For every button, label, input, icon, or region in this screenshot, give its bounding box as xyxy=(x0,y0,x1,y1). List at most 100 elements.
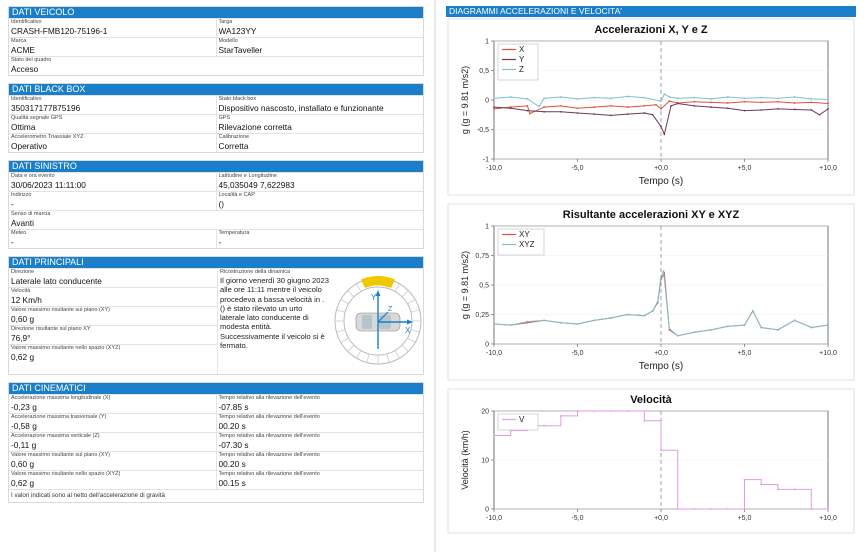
y-arrow-head-icon xyxy=(375,290,381,296)
data-point xyxy=(660,107,662,110)
ring-tick xyxy=(356,283,362,292)
chart-accelerations-xyz: Accelerazioni X, Y e Z 1 0,5 0 -0,5 -1-10,0 -5… xyxy=(447,18,855,196)
data-point xyxy=(593,96,596,99)
x-tick-label: +5,0 xyxy=(738,515,752,522)
data-point xyxy=(509,96,512,98)
data-point xyxy=(593,106,596,108)
data-point xyxy=(663,133,666,136)
field-value: Operativo xyxy=(11,141,47,151)
section-kinematics: DATI CINEMATICI Accelerazione massima lo… xyxy=(8,382,424,503)
field-value: - xyxy=(11,237,14,247)
y-tick-label: -1 xyxy=(483,157,489,164)
ring-tick xyxy=(394,283,400,292)
field-label: Tempo relativo alla rilevazione dell'eve… xyxy=(218,452,320,458)
ring-tick xyxy=(336,329,346,333)
data-point xyxy=(593,410,596,412)
data-point xyxy=(726,102,729,104)
section-main-data: DATI PRINCIPALI Direzione Laterale lato c… xyxy=(8,256,424,375)
field-label: Velocità xyxy=(11,288,31,294)
field-label: Targa xyxy=(218,19,233,25)
ring-tick xyxy=(410,329,420,333)
data-point xyxy=(529,112,531,115)
data-point xyxy=(827,107,829,110)
data-point xyxy=(660,449,662,452)
x-axis-label: Tempo (s) xyxy=(639,176,683,187)
field-value: Ottima xyxy=(11,122,36,132)
y-tick-label: 1 xyxy=(485,224,489,231)
field-value: 350317177875196 xyxy=(11,103,81,113)
impact-diagram-svg: Y X Z xyxy=(334,275,422,365)
data-point xyxy=(726,107,729,110)
ring-tick xyxy=(366,353,370,363)
table-row: Stato del quadro Acceso xyxy=(9,56,423,75)
legend-label: XYZ xyxy=(519,240,535,249)
charts-title: DIAGRAMMI ACCELERAZIONI E VELOCITA' xyxy=(446,6,856,17)
field-label: Valore massimo risultante sul piano (XY) xyxy=(11,307,110,313)
data-point xyxy=(660,100,662,103)
x-axis-label: Tempo (s) xyxy=(639,361,683,372)
chart-resultant-xy-xyz: Risultante accelerazioni XY e XYZ 1 0,75 0,… xyxy=(447,203,855,381)
y-tick-label: 1 xyxy=(485,39,489,46)
impact-sector xyxy=(361,275,395,288)
field-label: Accelerometro Triassiale XYZ xyxy=(11,134,84,140)
data-point xyxy=(643,314,646,317)
data-point xyxy=(793,102,796,104)
x-tick-label: -5,0 xyxy=(571,515,583,522)
field-label: Valore massimo risultante nello spazio (… xyxy=(11,345,121,351)
data-point xyxy=(793,108,796,111)
data-point xyxy=(710,101,712,104)
data-point xyxy=(710,106,712,108)
charts-panel: DIAGRAMMI ACCELERAZIONI E VELOCITA' Acce… xyxy=(446,6,856,540)
data-point xyxy=(818,113,821,116)
column-divider xyxy=(434,0,436,552)
data-point xyxy=(793,488,796,491)
ring-tick xyxy=(394,350,400,359)
data-point xyxy=(710,328,712,331)
field-label: Modello xyxy=(218,38,238,44)
ring-tick xyxy=(340,299,349,305)
field-label: Identificativo xyxy=(11,96,42,102)
data-point xyxy=(543,106,545,108)
x-tick-label: -5,0 xyxy=(571,165,583,172)
field-value: 30/06/2023 11:11:00 xyxy=(11,180,86,190)
field-label: Stato del quadro xyxy=(11,57,52,63)
ring-tick xyxy=(410,309,420,313)
legend-label: XY xyxy=(519,230,530,239)
data-point xyxy=(743,97,746,100)
data-point xyxy=(610,114,612,117)
data-point xyxy=(668,96,671,98)
field-value: Rilevazione corretta xyxy=(218,122,292,132)
y-tick-label: 0,5 xyxy=(479,68,489,75)
x-tick-label: -10,0 xyxy=(486,350,502,357)
data-point xyxy=(509,107,512,110)
field-label: Tempo relativo alla rilevazione dell'eve… xyxy=(218,433,320,439)
data-point xyxy=(676,508,679,510)
y-axis-label: Velocità (km/h) xyxy=(460,430,470,490)
ring-tick xyxy=(347,290,355,298)
field-value: Corretta xyxy=(218,141,249,151)
field-label: Data e ora evento xyxy=(11,173,55,179)
data-point xyxy=(543,424,545,427)
chart-title: Velocità xyxy=(630,394,672,406)
data-point xyxy=(693,96,696,99)
footnote: I valori indicati sono al netto dell'acc… xyxy=(9,489,423,502)
data-point xyxy=(693,331,696,334)
field-label: Marca xyxy=(11,38,27,44)
y-axis-label: Y xyxy=(371,293,377,302)
data-point xyxy=(559,415,562,417)
series-line-v xyxy=(494,410,828,510)
data-point xyxy=(810,326,813,329)
x-tick-label: +10,0 xyxy=(819,515,837,522)
data-point xyxy=(543,97,545,100)
data-point xyxy=(777,97,779,100)
data-point xyxy=(777,328,779,331)
data-point xyxy=(670,105,672,107)
data-point xyxy=(626,113,629,116)
section-vehicle: DATI VEICOLO Identificativo CRASH-FMB120-… xyxy=(8,6,424,76)
y-tick-label: 10 xyxy=(481,458,489,465)
field-value: WA123YY xyxy=(218,26,257,36)
data-point xyxy=(493,434,495,437)
field-label: Calibrazione xyxy=(218,134,250,140)
field-value: Acceso xyxy=(11,64,39,74)
y-tick-label: 0,75 xyxy=(475,253,489,260)
